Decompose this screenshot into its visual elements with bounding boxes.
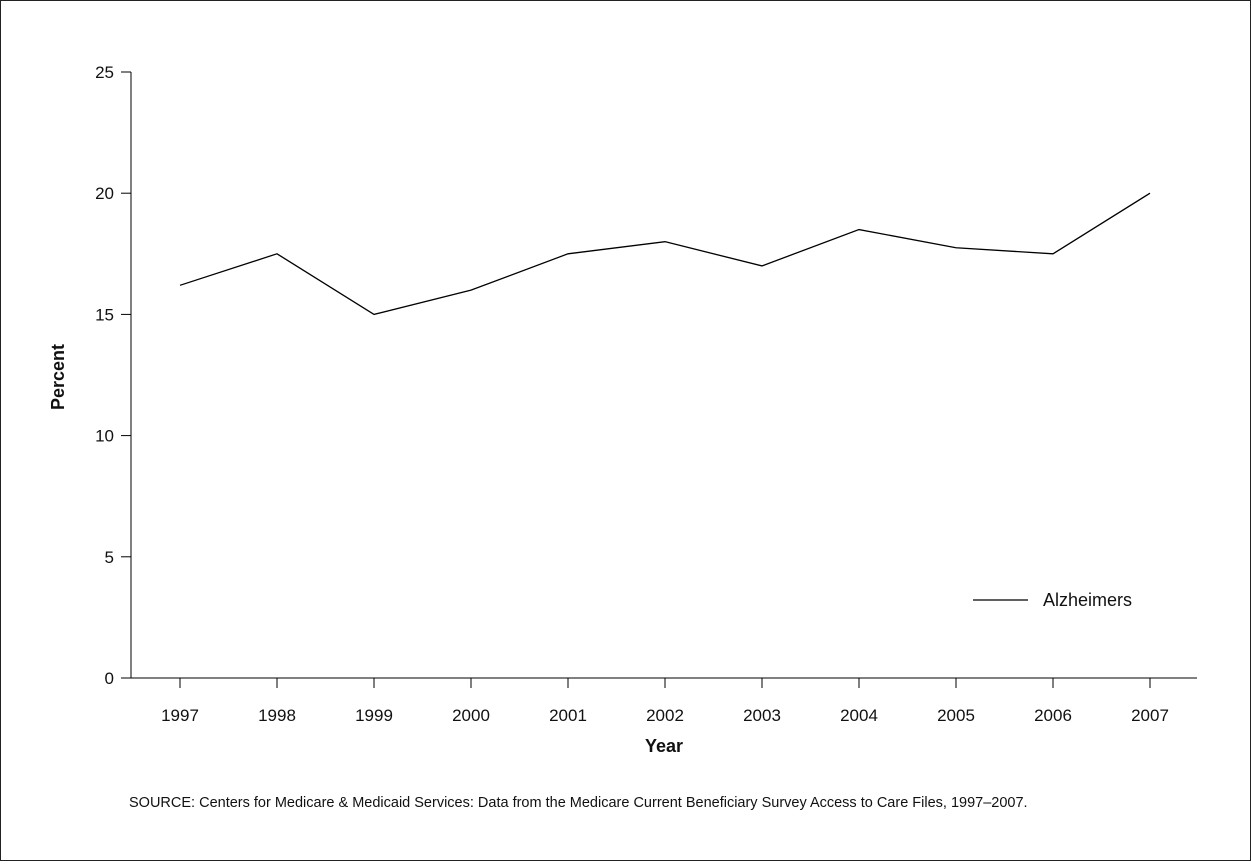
source-note: SOURCE: Centers for Medicare & Medicaid …: [129, 794, 1129, 813]
x-tick-label: 2001: [549, 706, 587, 725]
x-axis-ticks: 1997 1998 1999 2000 2001 2002 2003 2004 2005 2006…: [161, 678, 1169, 725]
y-axis-title: Percent: [48, 344, 68, 410]
series-layer: [180, 193, 1150, 314]
x-tick-label: 2004: [840, 706, 878, 725]
y-tick-label: 20: [95, 184, 114, 203]
series-line-alzheimers: [180, 193, 1150, 314]
x-tick-label: 1997: [161, 706, 199, 725]
x-axis-title: Year: [645, 736, 683, 756]
x-tick-label: 2007: [1131, 706, 1169, 725]
legend: Alzheimers: [973, 590, 1132, 610]
x-tick-label: 2003: [743, 706, 781, 725]
y-tick-label: 25: [95, 63, 114, 82]
y-tick-label: 15: [95, 305, 114, 324]
x-tick-label: 2000: [452, 706, 490, 725]
x-tick-label: 2005: [937, 706, 975, 725]
x-tick-label: 2002: [646, 706, 684, 725]
x-tick-label: 1998: [258, 706, 296, 725]
y-axis-ticks: 0 5 10 15 20 25: [95, 63, 131, 688]
x-tick-label: 1999: [355, 706, 393, 725]
x-tick-label: 2006: [1034, 706, 1072, 725]
y-tick-label: 5: [105, 548, 114, 567]
y-tick-label: 10: [95, 427, 114, 446]
y-tick-label: 0: [105, 669, 114, 688]
legend-label: Alzheimers: [1043, 590, 1132, 610]
